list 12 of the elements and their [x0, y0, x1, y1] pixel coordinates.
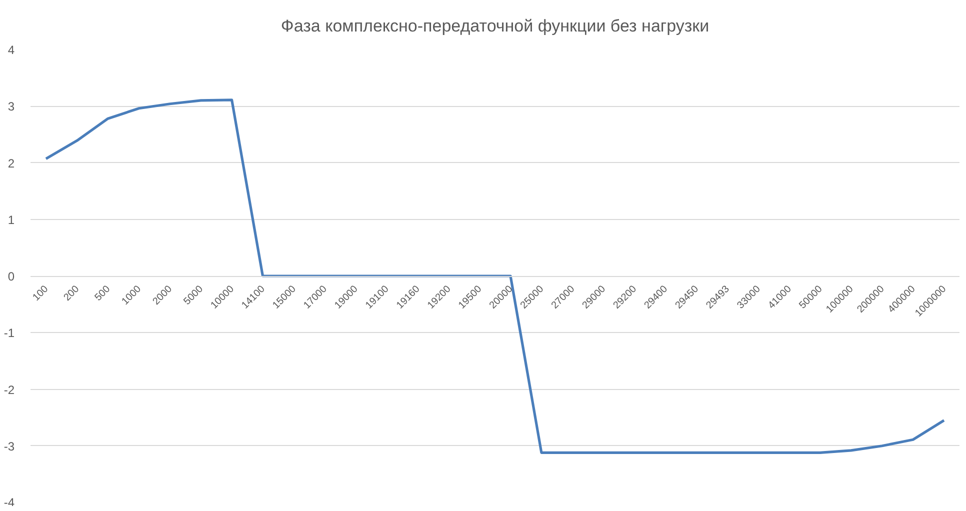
- x-tick-label: 200: [62, 284, 82, 304]
- x-tick-label: 500: [92, 284, 113, 304]
- y-tick-label: -3: [4, 439, 15, 454]
- chart-title: Фаза комплексно-передаточной функции без нагрузки: [280, 16, 710, 36]
- y-tick-label: 1: [8, 212, 15, 227]
- y-tick-label: 0: [8, 270, 15, 284]
- y-tick-label: 4: [8, 43, 15, 57]
- y-tick-label: 3: [8, 100, 15, 114]
- y-tick-label: 2: [8, 156, 15, 170]
- y-tick-label: -2: [4, 382, 15, 397]
- y-tick-label: -1: [4, 326, 15, 340]
- x-tick-label: 100: [31, 284, 51, 304]
